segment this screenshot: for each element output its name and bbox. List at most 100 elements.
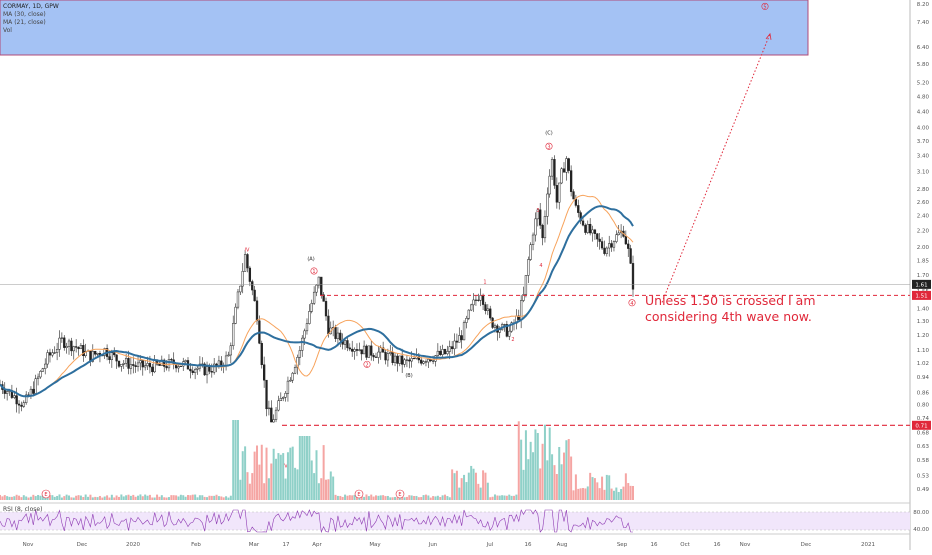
candle-body (391, 352, 394, 363)
candle-body (348, 347, 351, 350)
volume-bar (253, 451, 256, 500)
price-tick-label: 1.70 (917, 273, 930, 279)
candle-body (22, 402, 25, 407)
candle-body (248, 267, 252, 282)
price-tick-label: 5.80 (917, 62, 930, 68)
volume-bar (298, 436, 301, 500)
candle-body (384, 352, 387, 361)
time-tick-label: 16 (714, 542, 721, 548)
candle-body (179, 365, 183, 367)
volume-bar (396, 497, 399, 500)
volume-bar (493, 494, 496, 500)
volume-bar (524, 430, 527, 500)
volume-bar (593, 478, 596, 500)
volume-bar (260, 444, 263, 500)
candle-body (20, 404, 23, 407)
volume-bar (232, 420, 235, 500)
candle-body (205, 366, 209, 376)
volume-bar (513, 495, 516, 500)
volume-bar (348, 495, 351, 500)
volume-bar (410, 495, 413, 500)
candle-body (565, 158, 568, 173)
volume-bar (439, 496, 442, 500)
price-tick-label: 0.53 (917, 474, 930, 480)
candle-body (527, 259, 530, 276)
candle-body (120, 364, 123, 367)
volume-bar (344, 494, 347, 500)
candle-body (453, 340, 456, 350)
price-tick-label: 1.02 (917, 361, 929, 367)
volume-bar (25, 496, 28, 500)
time-tick-label: Nov (23, 542, 34, 548)
volume-bar (325, 479, 328, 500)
candle-body (279, 398, 282, 402)
volume-bar (167, 497, 170, 500)
volume-bar (258, 464, 261, 500)
volume-bar (408, 495, 411, 500)
volume-bar (313, 473, 316, 500)
price-tick-label: 1.85 (917, 258, 930, 264)
volume-bar (51, 495, 54, 500)
volume-bar (577, 488, 580, 500)
volume-bar (206, 497, 209, 500)
price-tick-label: 3.70 (917, 139, 930, 145)
volume-bar (15, 494, 18, 500)
price-tick-label: 0.80 (917, 403, 930, 409)
candle-body (431, 360, 435, 362)
time-tick-label: Feb (191, 542, 201, 548)
volume-bar (94, 496, 97, 500)
candle-body (448, 346, 451, 352)
volume-bar (246, 472, 249, 500)
volume-bar (558, 446, 561, 500)
candle-body (60, 337, 64, 339)
volume-bar (339, 495, 342, 500)
volume-bar (303, 436, 306, 500)
volume-bar (515, 494, 518, 500)
candle-body (346, 340, 349, 349)
support-badge-bg (912, 420, 931, 430)
volume-bar (89, 494, 92, 500)
legend-vol: Vol (3, 27, 12, 34)
candle-body (210, 371, 213, 373)
volume-bar (160, 495, 163, 500)
candle-body (274, 409, 278, 420)
wave-label: 5 (763, 4, 766, 10)
legend-title: CORMAY, 1D, GPW (3, 3, 59, 10)
time-tick-label: Jun (428, 542, 438, 548)
candle-body (272, 419, 275, 423)
candle-body (25, 394, 28, 403)
volume-bar (546, 460, 549, 500)
candle-body (536, 209, 539, 220)
candle-body (441, 349, 444, 355)
candle-body (13, 395, 16, 398)
volume-bar (194, 494, 197, 500)
candle-body (113, 352, 116, 356)
volume-bar (234, 420, 237, 500)
wave-label: V (284, 464, 288, 470)
volume-bar (579, 488, 582, 500)
volume-bar (77, 495, 80, 500)
volume-bar (317, 483, 320, 500)
candle-body (343, 340, 347, 345)
candle-body (246, 254, 249, 269)
price-tick-label: 6.40 (917, 45, 930, 51)
volume-bar (32, 494, 35, 500)
candle-body (39, 371, 42, 378)
volume-bar (403, 497, 406, 500)
candle-body (462, 322, 466, 341)
candle-body (586, 224, 589, 233)
volume-bar (453, 473, 456, 500)
wave-label: (C) (545, 130, 552, 136)
volume-bar (624, 473, 627, 500)
volume-bar (401, 497, 404, 500)
volume-bar (562, 452, 565, 500)
candle-body (177, 366, 180, 369)
candle-body (472, 299, 475, 306)
volume-bar (382, 495, 385, 500)
volume-bar (536, 433, 539, 500)
volume-bar (424, 494, 427, 500)
candle-body (446, 351, 449, 355)
volume-bar (517, 421, 520, 500)
candle-body (574, 198, 578, 206)
